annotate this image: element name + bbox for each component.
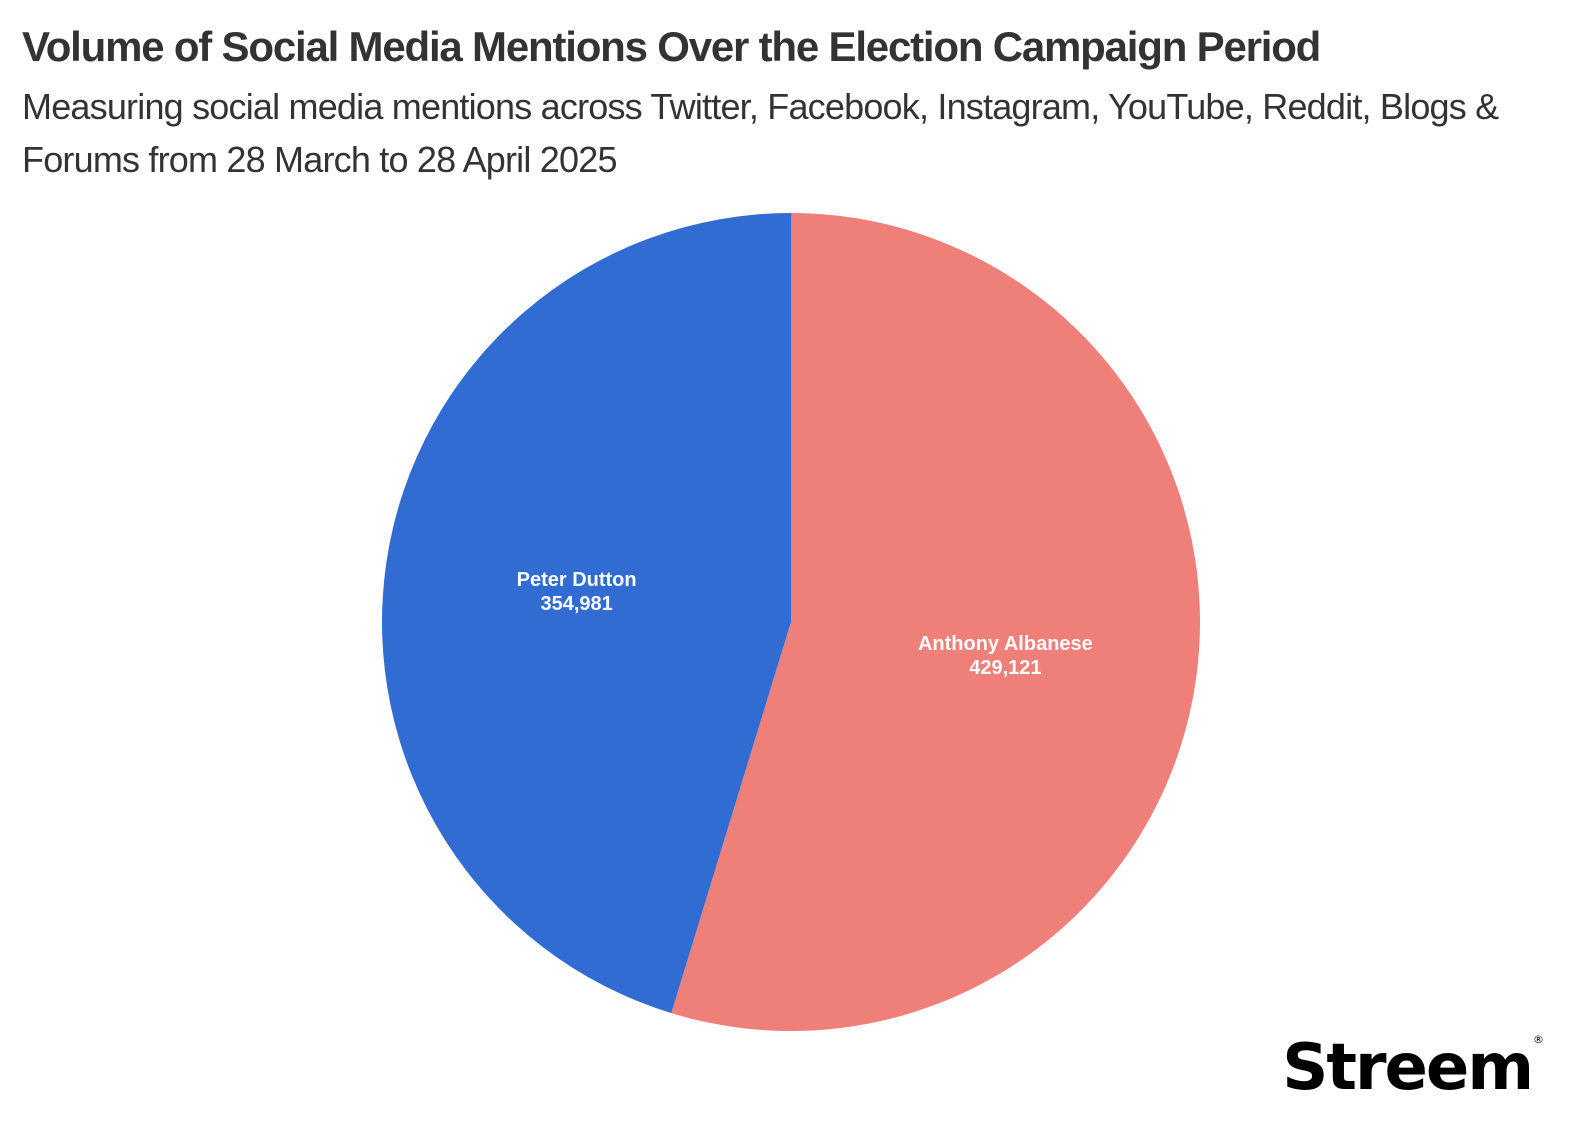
streem-logo: Streem® [1282,1032,1544,1100]
chart-title: Volume of Social Media Mentions Over the… [22,23,1321,70]
registered-mark: ® [1533,1032,1544,1046]
slice-value-anthony-albanese: 429,121 [969,657,1041,679]
pie-slice-anthony-albanese [671,213,1200,1031]
streem-logo-text: Streem [1282,1031,1534,1105]
slice-label-anthony-albanese: Anthony Albanese [918,633,1093,655]
slice-label-peter-dutton: Peter Dutton [517,569,637,591]
pie-slices [381,213,1200,1031]
slice-value-peter-dutton: 354,981 [540,593,612,615]
chart-subtitle: Measuring social media mentions across T… [22,86,1499,180]
pie-slice-peter-dutton [381,213,791,1014]
